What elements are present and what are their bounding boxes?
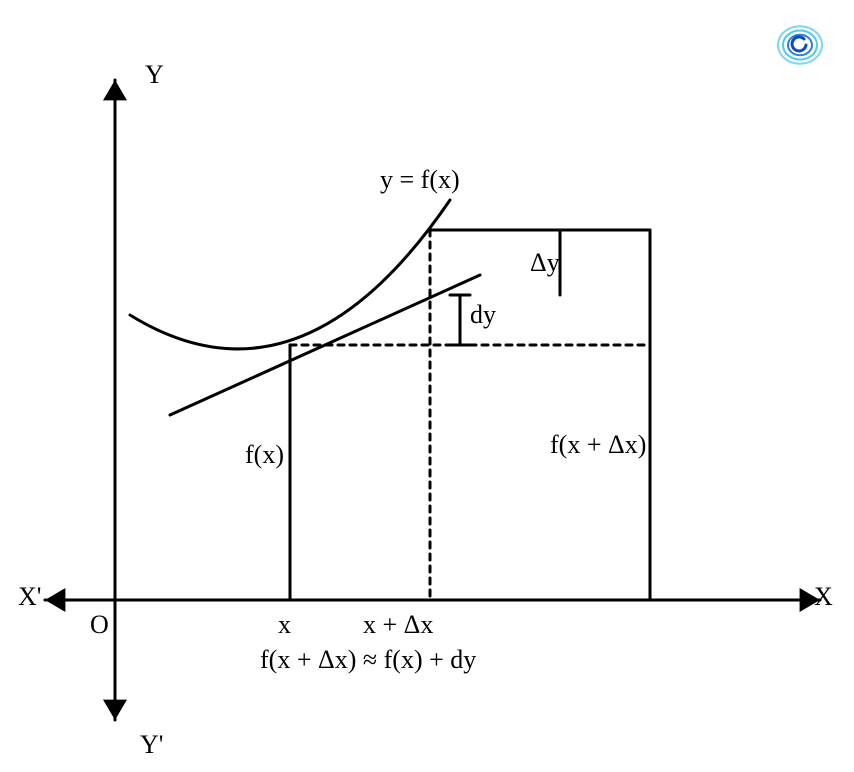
axis-label-x: X [814,582,833,612]
axis-label-yp: Y' [140,730,163,760]
axis-label-y: Y [145,60,164,90]
fxdx-label: f(x + Δx) [550,430,646,460]
Dy-label: Δy [530,248,560,278]
origin-label: O [90,610,109,640]
diagram-canvas: Y Y' X X' O y = f(x) f(x) f(x + Δx) x x … [0,0,854,772]
dy-label: dy [470,300,496,330]
approx-equation: f(x + Δx) ≈ f(x) + dy [260,645,476,675]
xdx-tick-label: x + Δx [363,610,433,640]
x-tick-label: x [278,610,291,640]
axis-label-xp: X' [18,582,41,612]
fx-label: f(x) [245,440,284,470]
curve-label: y = f(x) [380,165,460,195]
